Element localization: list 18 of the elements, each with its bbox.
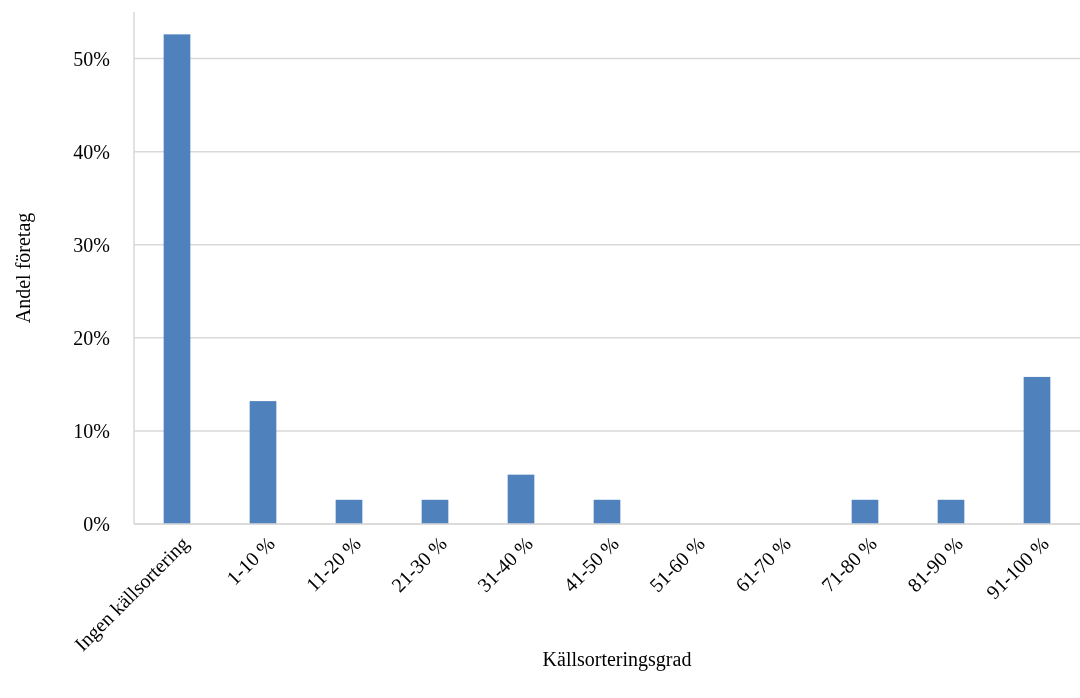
bar [249,401,277,524]
y-tick-label: 50% [73,47,110,70]
y-tick-label: 40% [73,140,110,163]
y-tick-label: 20% [73,326,110,349]
x-tick-label: 1-10 % [221,532,279,590]
y-tick-label: 10% [73,419,110,442]
x-axis-title: Källsorteringsgrad [542,648,692,671]
bar [593,499,621,524]
y-axis-title: Andel företag [12,212,35,324]
y-tick-label: 0% [83,513,110,535]
bar [507,474,535,524]
bar [851,499,879,524]
bar [335,499,363,524]
bar [163,34,191,524]
bar [937,499,965,524]
y-tick-label: 30% [73,233,110,256]
bar [421,499,449,524]
bar [1023,376,1051,524]
